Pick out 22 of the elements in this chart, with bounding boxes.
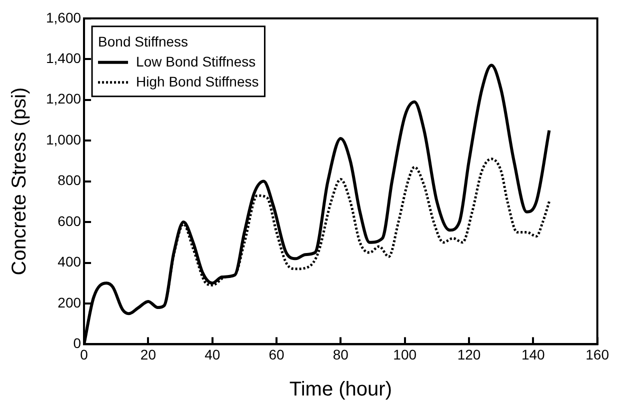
x-tick-label: 80: [332, 346, 349, 362]
x-tick-label: 140: [521, 346, 546, 362]
y-tick-label: 1,600: [46, 9, 82, 26]
y-tick-label: 1,200: [46, 90, 82, 107]
x-tick-label: 60: [268, 346, 285, 362]
y-tick-label: 1,400: [46, 50, 82, 66]
x-axis-title: Time (hour): [289, 378, 392, 401]
y-tick-label: 600: [58, 212, 82, 229]
x-tick-label: 20: [140, 346, 156, 362]
legend-title: Bond Stiffness: [98, 33, 188, 50]
x-tick-label: 100: [393, 346, 417, 362]
y-tick-label: 400: [58, 254, 82, 270]
y-tick-label: 1,000: [46, 131, 82, 148]
legend-label: Low Bond Stiffness: [136, 53, 256, 70]
x-tick-label: 160: [586, 346, 610, 362]
x-tick-label: 40: [204, 346, 220, 362]
y-tick-label: 200: [58, 294, 82, 310]
y-tick-label: 0: [73, 335, 82, 352]
legend-label: High Bond Stiffness: [136, 73, 259, 90]
x-tick-label: 120: [457, 346, 481, 362]
y-axis-title: Concrete Stress (psi): [8, 87, 31, 276]
y-tick-label: 800: [58, 172, 82, 188]
